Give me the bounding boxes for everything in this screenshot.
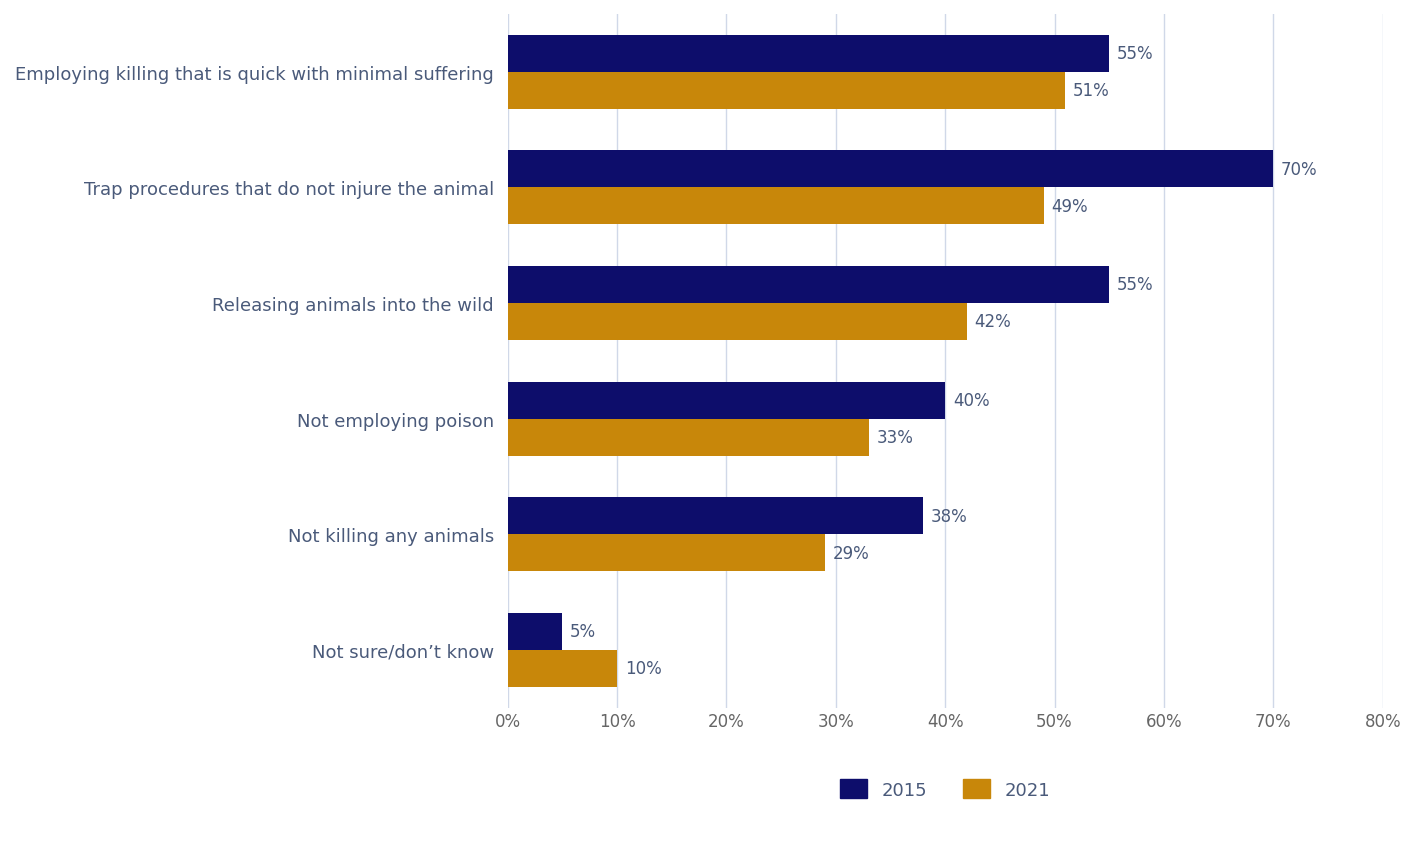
Text: 42%: 42% [974, 313, 1011, 331]
Bar [508, 188, 1044, 225]
Bar [508, 650, 617, 687]
Bar [508, 303, 967, 341]
Legend: 2015, 2021: 2015, 2021 [833, 772, 1058, 806]
Text: 70%: 70% [1281, 161, 1318, 179]
Bar [508, 267, 1109, 303]
Bar [508, 151, 1273, 188]
Text: 55%: 55% [1117, 276, 1154, 294]
Bar [508, 534, 826, 572]
Text: 29%: 29% [833, 544, 869, 562]
Bar [508, 382, 944, 419]
Text: 40%: 40% [953, 392, 990, 410]
Text: 33%: 33% [877, 429, 913, 446]
Text: 55%: 55% [1117, 45, 1154, 63]
Bar [508, 72, 1065, 110]
Bar [508, 498, 923, 534]
Bar [508, 613, 562, 650]
Text: 10%: 10% [624, 659, 661, 677]
Bar [508, 419, 868, 456]
Text: 51%: 51% [1073, 82, 1110, 101]
Bar [508, 36, 1109, 72]
Text: 5%: 5% [571, 623, 596, 641]
Text: 38%: 38% [930, 507, 967, 525]
Text: 49%: 49% [1051, 198, 1087, 216]
